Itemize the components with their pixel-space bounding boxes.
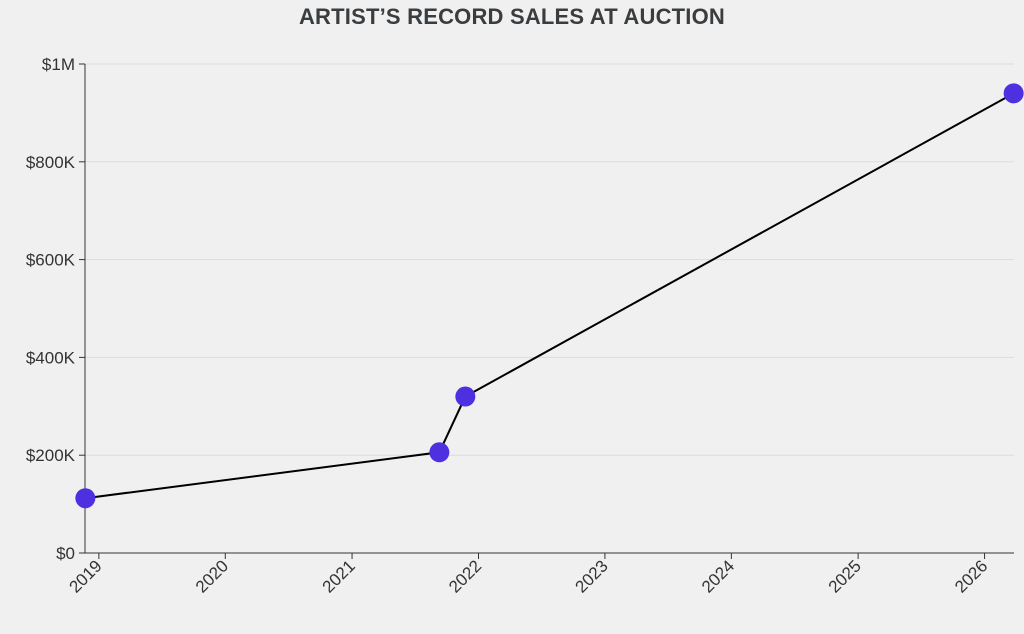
x-tick-label: 2025	[825, 556, 865, 596]
x-tick-label: 2026	[951, 556, 991, 596]
x-tick-label: 2023	[572, 556, 612, 596]
y-tick-label: $0	[56, 544, 75, 563]
grid-lines	[85, 63, 1014, 456]
y-tick-label: $400K	[26, 348, 76, 367]
y-tick-label: $1M	[42, 55, 75, 74]
data-point[interactable]	[75, 488, 96, 509]
x-tick-label: 2021	[319, 556, 359, 596]
series	[75, 83, 1024, 509]
axes	[79, 63, 1014, 559]
x-tick-label: 2024	[698, 556, 738, 596]
y-tick-label: $600K	[26, 251, 76, 270]
data-point[interactable]	[1003, 83, 1024, 104]
x-tick-label: 2022	[445, 556, 485, 596]
data-point[interactable]	[455, 386, 476, 407]
series-line	[85, 92, 1015, 500]
data-point[interactable]	[429, 442, 450, 463]
y-tick-label: $800K	[26, 153, 76, 172]
x-tick-label: 2020	[192, 556, 232, 596]
chart-title: ARTIST’S RECORD SALES AT AUCTION	[298, 4, 726, 29]
y-tick-label: $200K	[26, 446, 76, 465]
